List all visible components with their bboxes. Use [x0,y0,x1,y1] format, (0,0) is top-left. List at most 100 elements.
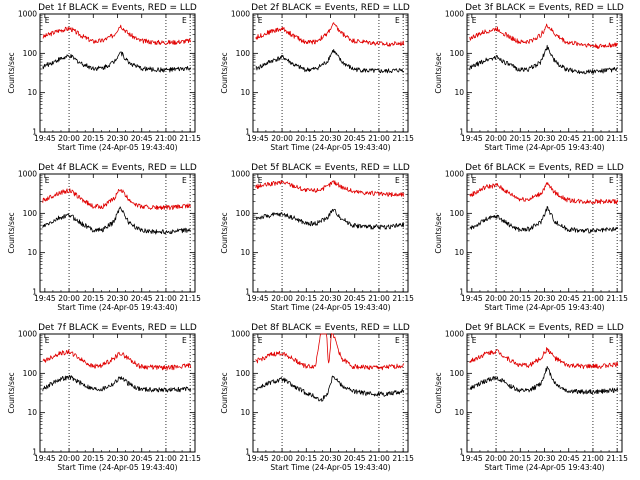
x-tick-label: 21:15 [392,454,414,463]
plot-frame [466,173,623,293]
y-tick-label: 1000 [18,170,37,179]
x-tick-label: 21:00 [155,134,177,143]
series-lld [42,349,192,371]
x-tick-label: 20:00 [271,454,293,463]
x-tick-label: 19:45 [34,134,56,143]
x-tick-label: 19:45 [247,454,269,463]
panel-title: Det 8f BLACK = Events, RED = LLD [251,323,410,333]
y-tick-label: 10 [27,88,37,97]
series-events [469,44,619,75]
y-axis-label: Counts/sec [7,372,16,413]
x-tick-label: 20:45 [558,294,580,303]
y-tick-label: 100 [236,49,251,58]
e-marker: E [45,336,50,345]
series-events [255,49,405,74]
e-marker: E [182,176,187,185]
x-tick-label: 21:00 [368,134,390,143]
x-tick-label: 20:00 [271,294,293,303]
panel-title: Det 4f BLACK = Events, RED = LLD [38,163,197,173]
series-lld [255,179,405,198]
y-tick-label: 10 [27,408,37,417]
y-tick-label: 100 [450,369,465,378]
y-tick-label: 10 [454,248,464,257]
e-marker: E [472,176,477,185]
x-tick-label: 20:45 [131,134,153,143]
x-tick-label: 20:00 [58,134,80,143]
e-marker: E [609,16,614,25]
series-events [42,51,192,73]
e-marker: E [45,176,50,185]
x-tick-label: 20:45 [131,454,153,463]
x-tick-label: 20:30 [534,134,556,143]
panel-title: Det 2f BLACK = Events, RED = LLD [251,3,410,13]
x-axis-label: Start Time (24-Apr-05 19:43:40) [57,463,177,472]
detector-panel-6: Det 6f BLACK = Events, RED = LLD 1 10 100 10… [434,163,628,312]
series-lld [255,22,405,47]
x-tick-label: 21:15 [392,134,414,143]
x-tick-label: 20:00 [485,454,507,463]
y-tick-label: 1 [459,288,464,297]
x-axis-label: Start Time (24-Apr-05 19:43:40) [270,143,390,152]
series-lld [469,23,618,49]
y-tick-label: 100 [23,209,38,218]
x-tick-label: 21:00 [368,454,390,463]
x-tick-label: 20:45 [131,294,153,303]
y-tick-label: 1 [245,128,250,137]
x-axis-label: Start Time (24-Apr-05 19:43:40) [484,303,604,312]
x-tick-label: 20:30 [107,454,129,463]
e-marker: E [182,336,187,345]
e-marker: E [258,16,263,25]
y-tick-label: 1000 [231,330,250,339]
detector-panel-3: Det 3f BLACK = Events, RED = LLD 1 10 100 10… [434,3,628,152]
y-tick-label: 10 [454,408,464,417]
y-tick-label: 1000 [445,10,464,19]
x-tick-label: 19:45 [461,134,483,143]
y-tick-label: 100 [450,209,465,218]
x-tick-label: 19:45 [247,134,269,143]
x-tick-label: 20:00 [58,294,80,303]
y-tick-label: 10 [240,88,250,97]
y-tick-label: 1000 [18,10,37,19]
e-marker: E [182,16,187,25]
y-tick-label: 1 [32,128,37,137]
detector-panel-2: Det 2f BLACK = Events, RED = LLD 1 10 100 10… [220,3,414,152]
y-tick-label: 100 [236,209,251,218]
x-tick-label: 21:00 [582,134,604,143]
y-tick-label: 1000 [231,170,250,179]
x-tick-label: 20:30 [320,294,342,303]
series-events [42,206,191,235]
x-tick-label: 20:30 [320,134,342,143]
y-tick-label: 100 [450,49,465,58]
x-tick-label: 20:45 [558,134,580,143]
y-tick-label: 1 [32,288,37,297]
x-tick-label: 21:15 [606,134,628,143]
x-tick-label: 20:45 [558,454,580,463]
x-tick-label: 20:30 [107,134,129,143]
x-tick-label: 20:30 [534,294,556,303]
x-tick-label: 20:45 [344,454,366,463]
y-tick-label: 100 [23,49,38,58]
x-tick-label: 20:30 [107,294,129,303]
x-tick-label: 21:15 [179,454,201,463]
y-axis-label: Counts/sec [220,212,229,253]
x-tick-label: 20:15 [82,294,104,303]
y-tick-label: 1 [245,288,250,297]
series-events [469,206,619,234]
x-tick-label: 20:15 [82,134,104,143]
x-tick-label: 21:00 [155,294,177,303]
e-marker: E [258,336,263,345]
x-tick-label: 20:15 [509,454,531,463]
x-tick-label: 21:00 [368,294,390,303]
x-axis-label: Start Time (24-Apr-05 19:43:40) [57,303,177,312]
y-tick-label: 1000 [445,330,464,339]
series-events [255,208,405,230]
e-marker: E [258,176,263,185]
series-lld [42,24,192,45]
x-tick-label: 20:15 [509,294,531,303]
y-tick-label: 1 [32,448,37,457]
x-tick-label: 20:00 [271,134,293,143]
y-axis-label: Counts/sec [434,372,443,413]
series-lld [42,188,192,211]
series-lld [469,182,619,205]
detector-panel-8: Det 8f BLACK = Events, RED = LLD 1 10 100 10… [220,323,414,472]
